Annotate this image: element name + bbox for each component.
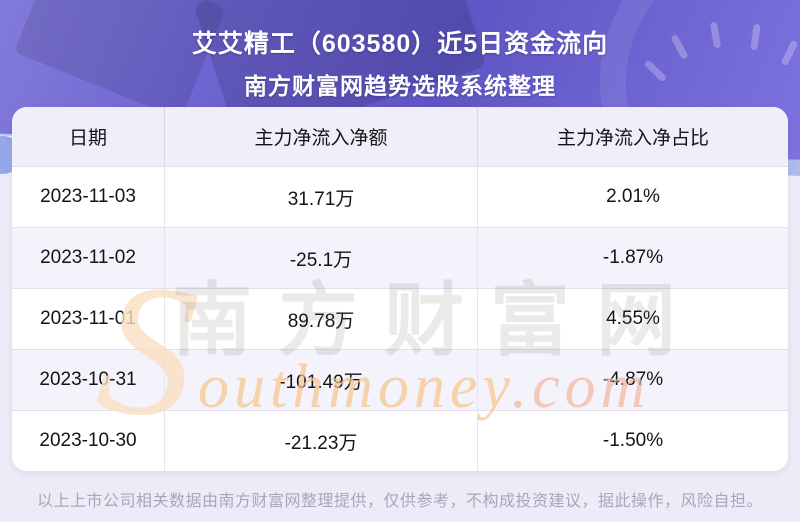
cell-net-inflow: -25.1万 [165,228,478,288]
cell-date: 2023-10-31 [12,350,165,410]
column-header-date: 日期 [12,107,165,166]
disclaimer-text: 以上上市公司相关数据由南方财富网整理提供，仅供参考，不构成投资建议，据此操作，风… [36,493,763,510]
cell-net-ratio: 2.01% [606,186,660,207]
cell-net-ratio: -1.87% [602,247,664,268]
header: 艾艾精工（603580）近5日资金流向 南方财富网趋势选股系统整理 [0,0,800,101]
cell-date: 2023-11-03 [12,167,165,227]
cell-date: 2023-11-01 [12,289,165,349]
cell-net-inflow: 31.71万 [165,167,478,227]
cell-net-ratio: -4.87% [602,369,664,390]
cell-net-inflow: 89.78万 [165,289,478,349]
table-row: 2023-11-01 89.78万 4.55% [12,288,788,349]
column-header-net-inflow: 主力净流入净额 [165,107,478,166]
cell-net-inflow: -21.23万 [165,411,478,471]
cell-net-inflow: -101.49万 [165,350,478,410]
page-title: 艾艾精工（603580）近5日资金流向 [191,30,609,58]
cell-net-ratio: 4.55% [606,308,660,329]
table-row: 2023-10-30 -21.23万 -1.50% [12,410,788,471]
fund-flow-table: 日期 主力净流入净额 主力净流入净占比 2023-11-03 31.71万 2.… [12,107,788,471]
cell-date: 2023-10-30 [12,411,165,471]
cell-net-ratio: -1.50% [602,430,664,451]
table-row: 2023-11-03 31.71万 2.01% [12,166,788,227]
table-row: 2023-10-31 -101.49万 -4.87% [12,349,788,410]
cell-date: 2023-11-02 [12,228,165,288]
column-header-net-ratio: 主力净流入净占比 [556,128,709,149]
table-header-row: 日期 主力净流入净额 主力净流入净占比 [12,107,788,166]
page-subtitle: 南方财富网趋势选股系统整理 [244,73,556,99]
table-row: 2023-11-02 -25.1万 -1.87% [12,227,788,288]
